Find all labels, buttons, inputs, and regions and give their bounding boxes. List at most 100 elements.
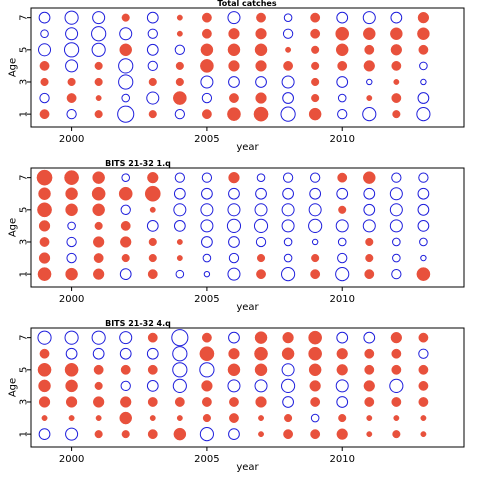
negative-residual-bubble (121, 93, 131, 103)
positive-residual-bubble (93, 253, 104, 263)
negative-residual-bubble (92, 347, 105, 360)
negative-residual-bubble (147, 28, 158, 39)
x-tick-label: 2010 (329, 294, 354, 305)
negative-residual-bubble (228, 252, 240, 264)
positive-residual-bubble (417, 12, 430, 24)
positive-residual-bubble (391, 397, 402, 407)
positive-residual-bubble (120, 396, 132, 408)
positive-residual-bubble (120, 236, 132, 248)
positive-residual-bubble (254, 331, 268, 344)
positive-residual-bubble (310, 269, 321, 280)
positive-residual-bubble (149, 415, 156, 421)
negative-residual-bubble (281, 203, 295, 217)
positive-residual-bubble (308, 363, 322, 377)
negative-residual-bubble (202, 253, 212, 263)
negative-residual-bubble (420, 78, 427, 86)
positive-residual-bubble (228, 172, 240, 184)
negative-residual-bubble (363, 187, 376, 200)
positive-residual-bubble (417, 27, 430, 40)
positive-residual-bubble (364, 348, 375, 359)
negative-residual-bubble (172, 362, 188, 378)
negative-residual-bubble (199, 427, 214, 442)
positive-residual-bubble (229, 93, 239, 103)
positive-residual-bubble (65, 267, 78, 281)
negative-residual-bubble (201, 187, 213, 200)
negative-residual-bubble (92, 11, 106, 25)
negative-residual-bubble (228, 236, 240, 248)
chart-panel-1: Total catches 2000 2005 2010 1 3 5 7 year Age (8, 0, 465, 153)
x-axis-label: year (236, 142, 259, 153)
positive-residual-bubble (200, 59, 214, 73)
positive-residual-bubble (148, 110, 157, 119)
negative-residual-bubble (117, 105, 135, 123)
positive-residual-bubble (227, 107, 241, 121)
positive-residual-bubble (420, 415, 427, 421)
negative-residual-bubble (256, 173, 266, 182)
negative-residual-bubble (226, 218, 242, 233)
positive-residual-bubble (253, 106, 269, 122)
positive-residual-bubble (337, 60, 348, 71)
negative-residual-bubble (282, 172, 294, 183)
negative-residual-bubble (254, 379, 268, 393)
positive-residual-bubble (65, 203, 78, 217)
positive-residual-bubble (119, 411, 132, 425)
positive-residual-bubble (95, 95, 102, 101)
positive-residual-bubble (200, 43, 214, 57)
positive-residual-bubble (39, 60, 50, 71)
positive-residual-bubble (391, 60, 402, 71)
chart-title: Total catches (217, 0, 276, 8)
positive-residual-bubble (256, 269, 266, 280)
positive-residual-bubble (391, 348, 402, 359)
negative-residual-bubble (119, 347, 132, 360)
positive-residual-bubble (229, 397, 239, 407)
negative-residual-bubble (38, 43, 52, 57)
positive-residual-bubble (310, 12, 321, 23)
positive-residual-bubble (282, 332, 294, 344)
positive-residual-bubble (335, 26, 350, 41)
negative-residual-bubble (363, 203, 376, 216)
positive-residual-bubble (64, 362, 79, 377)
positive-residual-bubble (418, 332, 429, 343)
negative-residual-bubble (63, 42, 80, 58)
negative-residual-bubble (283, 237, 293, 247)
positive-residual-bubble (94, 110, 103, 119)
positive-residual-bubble (336, 428, 348, 440)
positive-residual-bubble (308, 330, 322, 345)
negative-residual-bubble (389, 219, 403, 233)
negative-residual-bubble (392, 253, 401, 263)
positive-residual-bubble (363, 60, 375, 72)
positive-residual-bubble (201, 332, 212, 343)
y-tick-label: 7 (19, 14, 30, 20)
y-tick-label: 1 (19, 431, 30, 437)
positive-residual-bubble (416, 267, 431, 281)
positive-residual-bubble (121, 13, 130, 22)
negative-residual-bubble (121, 173, 131, 182)
negative-residual-bubble (65, 59, 79, 73)
positive-residual-bubble (392, 110, 401, 119)
negative-residual-bubble (420, 254, 427, 262)
positive-residual-bubble (148, 237, 157, 247)
positive-residual-bubble (173, 91, 187, 105)
positive-residual-bubble (149, 206, 156, 213)
negative-residual-bubble (335, 267, 350, 282)
negative-residual-bubble (174, 172, 186, 183)
y-tick-label: 5 (19, 367, 30, 373)
positive-residual-bubble (147, 172, 159, 184)
negative-residual-bubble (418, 172, 429, 183)
positive-residual-bubble (228, 28, 240, 40)
positive-residual-bubble (418, 44, 429, 55)
x-tick-label: 2005 (194, 294, 219, 305)
positive-residual-bubble (256, 12, 266, 23)
y-tick-label: 7 (19, 334, 30, 340)
positive-residual-bubble (390, 332, 402, 344)
positive-residual-bubble (308, 107, 322, 121)
positive-residual-bubble (281, 347, 295, 360)
negative-residual-bubble (337, 108, 348, 120)
negative-residual-bubble (227, 203, 241, 217)
negative-residual-bubble (174, 44, 186, 55)
positive-residual-bubble (418, 380, 429, 391)
positive-residual-bubble (38, 396, 51, 408)
negative-residual-bubble (283, 253, 293, 263)
positive-residual-bubble (227, 43, 241, 57)
